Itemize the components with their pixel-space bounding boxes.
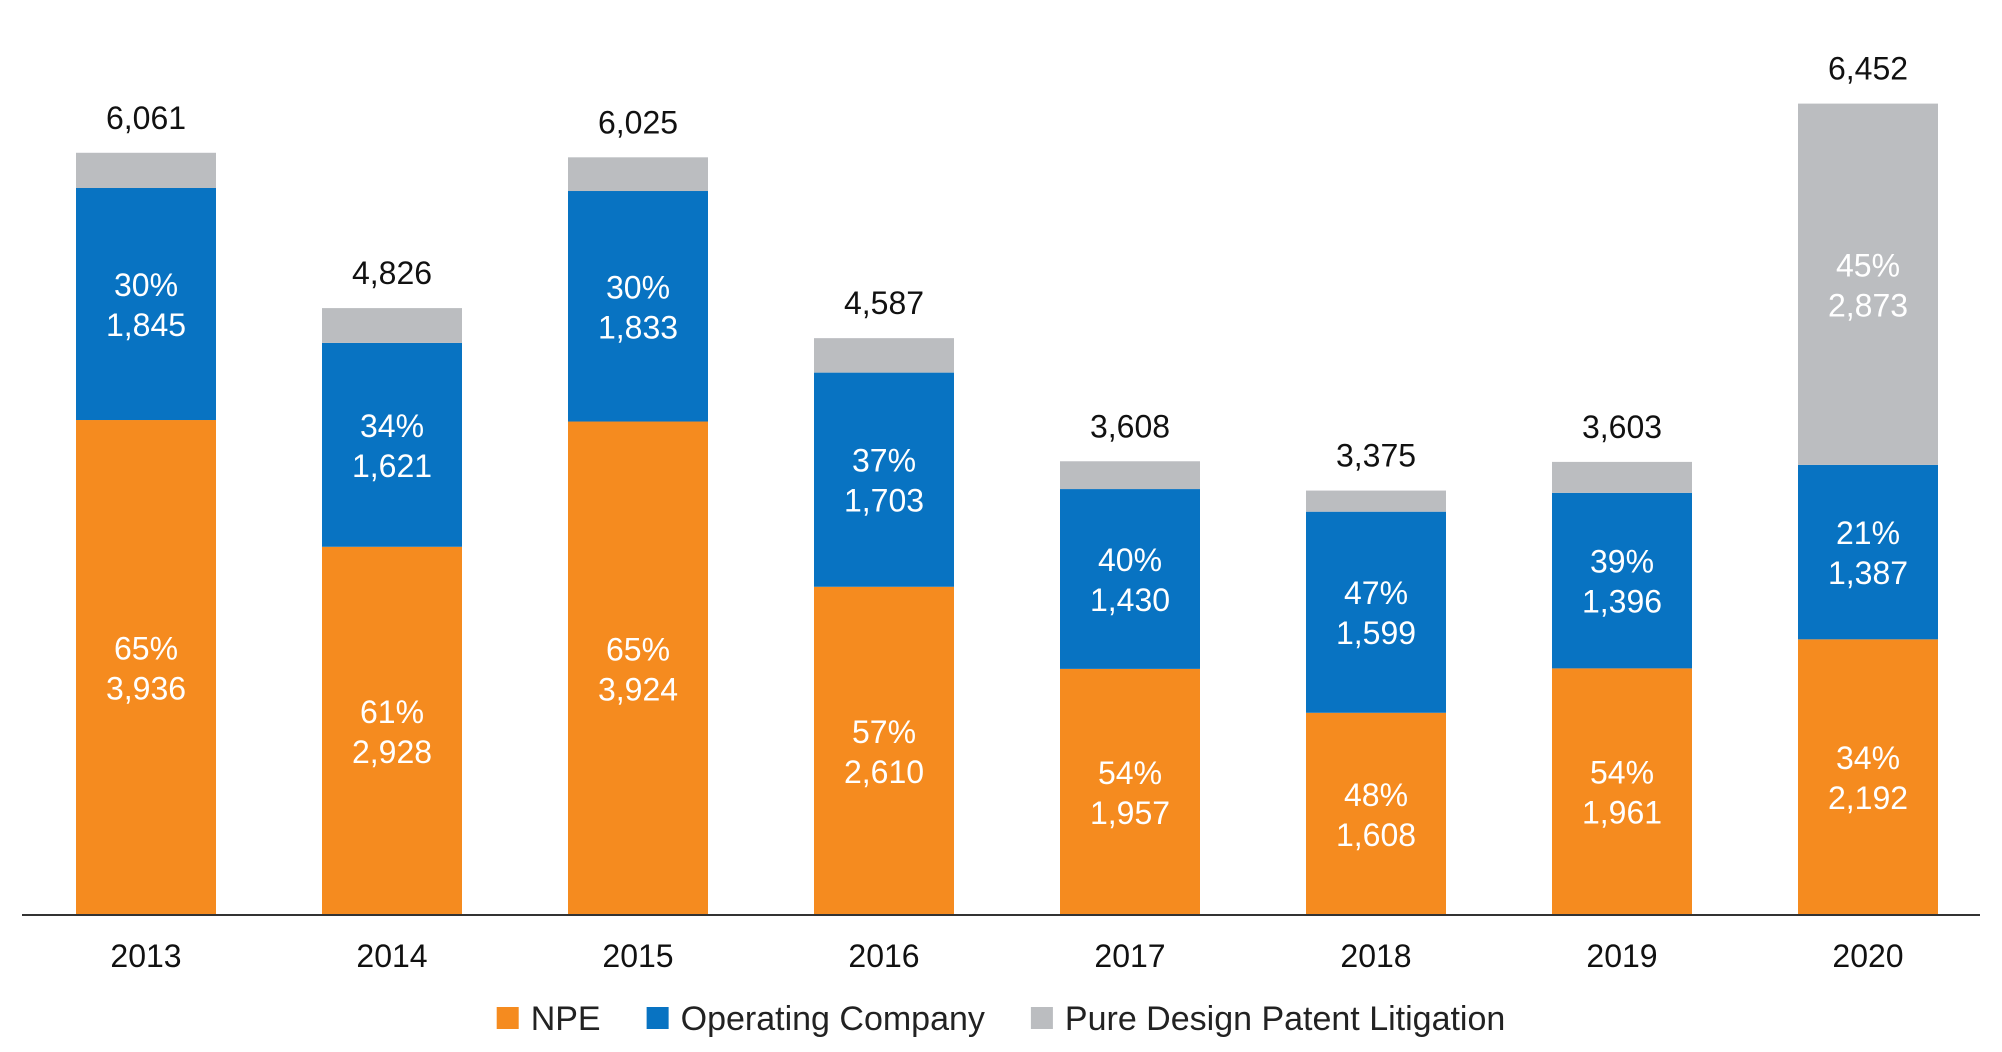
bar-total-label: 4,587 — [844, 285, 924, 321]
segment-percent-label: 34% — [360, 408, 424, 444]
segment-percent-label: 30% — [606, 269, 670, 305]
bar-pure-design-patent-litigation-2017 — [1060, 461, 1200, 489]
segment-value-label: 2,610 — [844, 754, 924, 790]
bar-operating-company-2018 — [1306, 512, 1446, 713]
segment-value-label: 1,957 — [1090, 795, 1170, 831]
bar-total-label: 6,025 — [598, 104, 678, 140]
segment-value-label: 1,961 — [1582, 795, 1662, 831]
bar-pure-design-patent-litigation-2013 — [76, 153, 216, 188]
bar-npe-2018 — [1306, 713, 1446, 915]
x-tick-label: 2019 — [1586, 938, 1657, 974]
bar-npe-2014 — [322, 547, 462, 915]
bar-total-label: 3,603 — [1582, 409, 1662, 445]
bar-operating-company-2019 — [1552, 493, 1692, 669]
bar-npe-2013 — [76, 420, 216, 915]
bar-pure-design-patent-litigation-2014 — [322, 308, 462, 343]
bar-npe-2015 — [568, 422, 708, 915]
stacked-bar-chart: 65% 3,936 30% 1,845 6,061 61% 2,928 34% 1,621 4,8… — [0, 0, 2002, 1052]
segment-value-label: 3,924 — [598, 671, 678, 707]
segment-value-label: 2,873 — [1828, 287, 1908, 323]
segment-value-label: 1,845 — [106, 307, 186, 343]
bar-operating-company-2013 — [76, 188, 216, 420]
segment-percent-label: 37% — [852, 443, 916, 479]
bar-total-label: 4,826 — [352, 255, 432, 291]
segment-percent-label: 30% — [114, 267, 178, 303]
segment-percent-label: 45% — [1836, 247, 1900, 283]
legend-item-pure-design-patent-litigation: Pure Design Patent Litigation — [1031, 1000, 1505, 1038]
segment-percent-label: 65% — [606, 631, 670, 667]
bar-total-label: 6,452 — [1828, 51, 1908, 87]
bar-pure-design-patent-litigation-2015 — [568, 157, 708, 191]
segment-value-label: 1,430 — [1090, 582, 1170, 618]
bar-operating-company-2015 — [568, 191, 708, 422]
segment-value-label: 1,621 — [352, 448, 432, 484]
segment-percent-label: 47% — [1344, 575, 1408, 611]
segment-value-label: 2,928 — [352, 734, 432, 770]
legend-label: NPE — [531, 1000, 601, 1038]
segment-value-label: 1,599 — [1336, 615, 1416, 651]
bar-pure-design-patent-litigation-2016 — [814, 338, 954, 372]
bar-npe-2019 — [1552, 668, 1692, 915]
legend-label: Operating Company — [681, 1000, 985, 1038]
legend-item-operating-company: Operating Company — [647, 1000, 985, 1038]
segment-percent-label: 65% — [114, 631, 178, 667]
x-tick-label: 2014 — [356, 938, 427, 974]
segment-percent-label: 40% — [1098, 542, 1162, 578]
legend: NPE Operating Company Pure Design Patent L… — [497, 1000, 1506, 1038]
segment-percent-label: 48% — [1344, 777, 1408, 813]
segment-value-label: 2,192 — [1828, 780, 1908, 816]
legend-swatch — [497, 1007, 519, 1029]
bar-npe-2017 — [1060, 669, 1200, 915]
x-tick-labels: 2013 2014 2015 2016 2017 2018 2019 2020 — [110, 938, 1903, 974]
segment-value-label: 3,936 — [106, 671, 186, 707]
bar-total-label: 3,375 — [1336, 438, 1416, 474]
segment-percent-label: 54% — [1098, 755, 1162, 791]
legend-swatch — [1031, 1007, 1053, 1029]
x-tick-label: 2015 — [602, 938, 673, 974]
bar-operating-company-2020 — [1798, 465, 1938, 639]
bars-layer: 65% 3,936 30% 1,845 6,061 61% 2,928 34% 1,621 4,8… — [76, 51, 1938, 915]
segment-percent-label: 54% — [1590, 755, 1654, 791]
bar-total-label: 6,061 — [106, 100, 186, 136]
legend-item-npe: NPE — [497, 1000, 601, 1038]
segment-percent-label: 39% — [1590, 544, 1654, 580]
bar-operating-company-2016 — [814, 373, 954, 587]
bar-pure-design-patent-litigation-2019 — [1552, 462, 1692, 493]
segment-value-label: 1,396 — [1582, 584, 1662, 620]
x-tick-label: 2020 — [1832, 938, 1903, 974]
bar-operating-company-2014 — [322, 343, 462, 547]
segment-value-label: 1,833 — [598, 309, 678, 345]
bar-operating-company-2017 — [1060, 489, 1200, 669]
bar-npe-2020 — [1798, 639, 1938, 915]
x-tick-label: 2013 — [110, 938, 181, 974]
segment-percent-label: 57% — [852, 714, 916, 750]
bar-pure-design-patent-litigation-2018 — [1306, 491, 1446, 512]
x-tick-label: 2018 — [1340, 938, 1411, 974]
bar-total-label: 3,608 — [1090, 408, 1170, 444]
bar-pure-design-patent-litigation-2020 — [1798, 104, 1938, 465]
bar-npe-2016 — [814, 587, 954, 915]
segment-value-label: 1,387 — [1828, 555, 1908, 591]
x-tick-label: 2016 — [848, 938, 919, 974]
legend-swatch — [647, 1007, 669, 1029]
segment-percent-label: 34% — [1836, 740, 1900, 776]
x-tick-label: 2017 — [1094, 938, 1165, 974]
segment-percent-label: 21% — [1836, 515, 1900, 551]
legend-label: Pure Design Patent Litigation — [1065, 1000, 1505, 1038]
segment-value-label: 1,703 — [844, 483, 924, 519]
segment-percent-label: 61% — [360, 694, 424, 730]
segment-value-label: 1,608 — [1336, 817, 1416, 853]
